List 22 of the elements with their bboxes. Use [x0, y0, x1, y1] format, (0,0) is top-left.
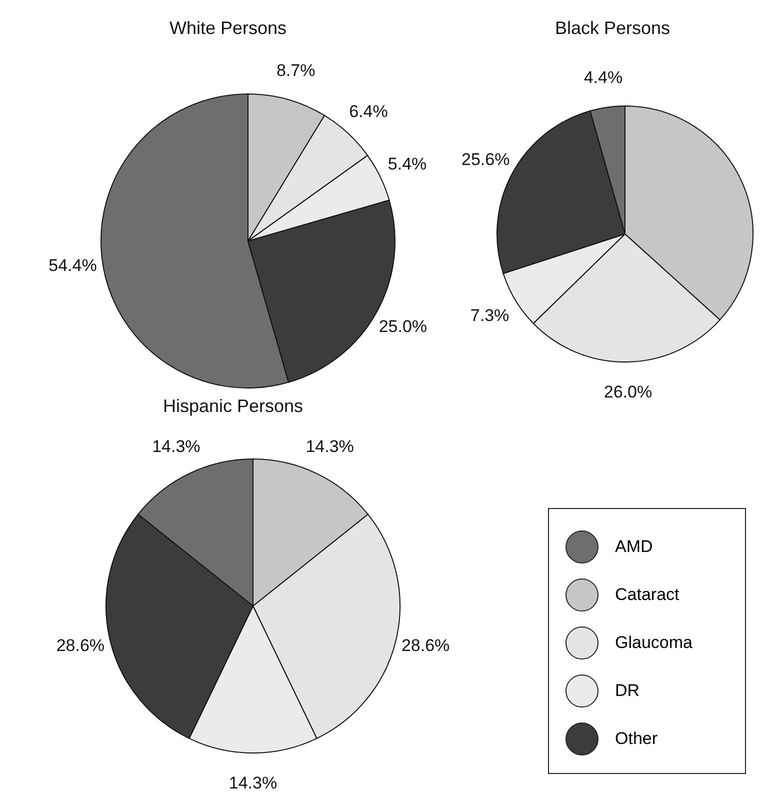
data-label: 54.4%	[48, 256, 97, 276]
data-label: 25.6%	[461, 150, 510, 170]
data-label: 14.3%	[228, 774, 278, 792]
data-label: 14.3%	[152, 437, 200, 456]
data-label: 4.4%	[584, 68, 623, 88]
data-label: 5.4%	[388, 154, 427, 174]
data-label: 14.3%	[306, 437, 354, 456]
data-label: 26.0%	[604, 382, 652, 402]
data-label: 6.4%	[349, 102, 388, 121]
data-label: 28.6%	[401, 636, 450, 655]
data-label: 25.0%	[378, 317, 428, 336]
legend-label: AMD	[615, 537, 653, 557]
chart-title: Hispanic Persons	[162, 396, 304, 416]
data-label: 8.7%	[276, 61, 316, 80]
legend-label: Other	[615, 729, 658, 749]
chart-title: Black Persons	[554, 18, 670, 38]
chart-title: White Persons	[169, 18, 287, 38]
legend-label: Cataract	[615, 585, 680, 605]
legend-label: DR	[615, 681, 640, 701]
legend-label: Glaucoma	[615, 633, 692, 653]
data-label: 28.6%	[56, 636, 105, 655]
data-label: 7.3%	[470, 306, 510, 326]
